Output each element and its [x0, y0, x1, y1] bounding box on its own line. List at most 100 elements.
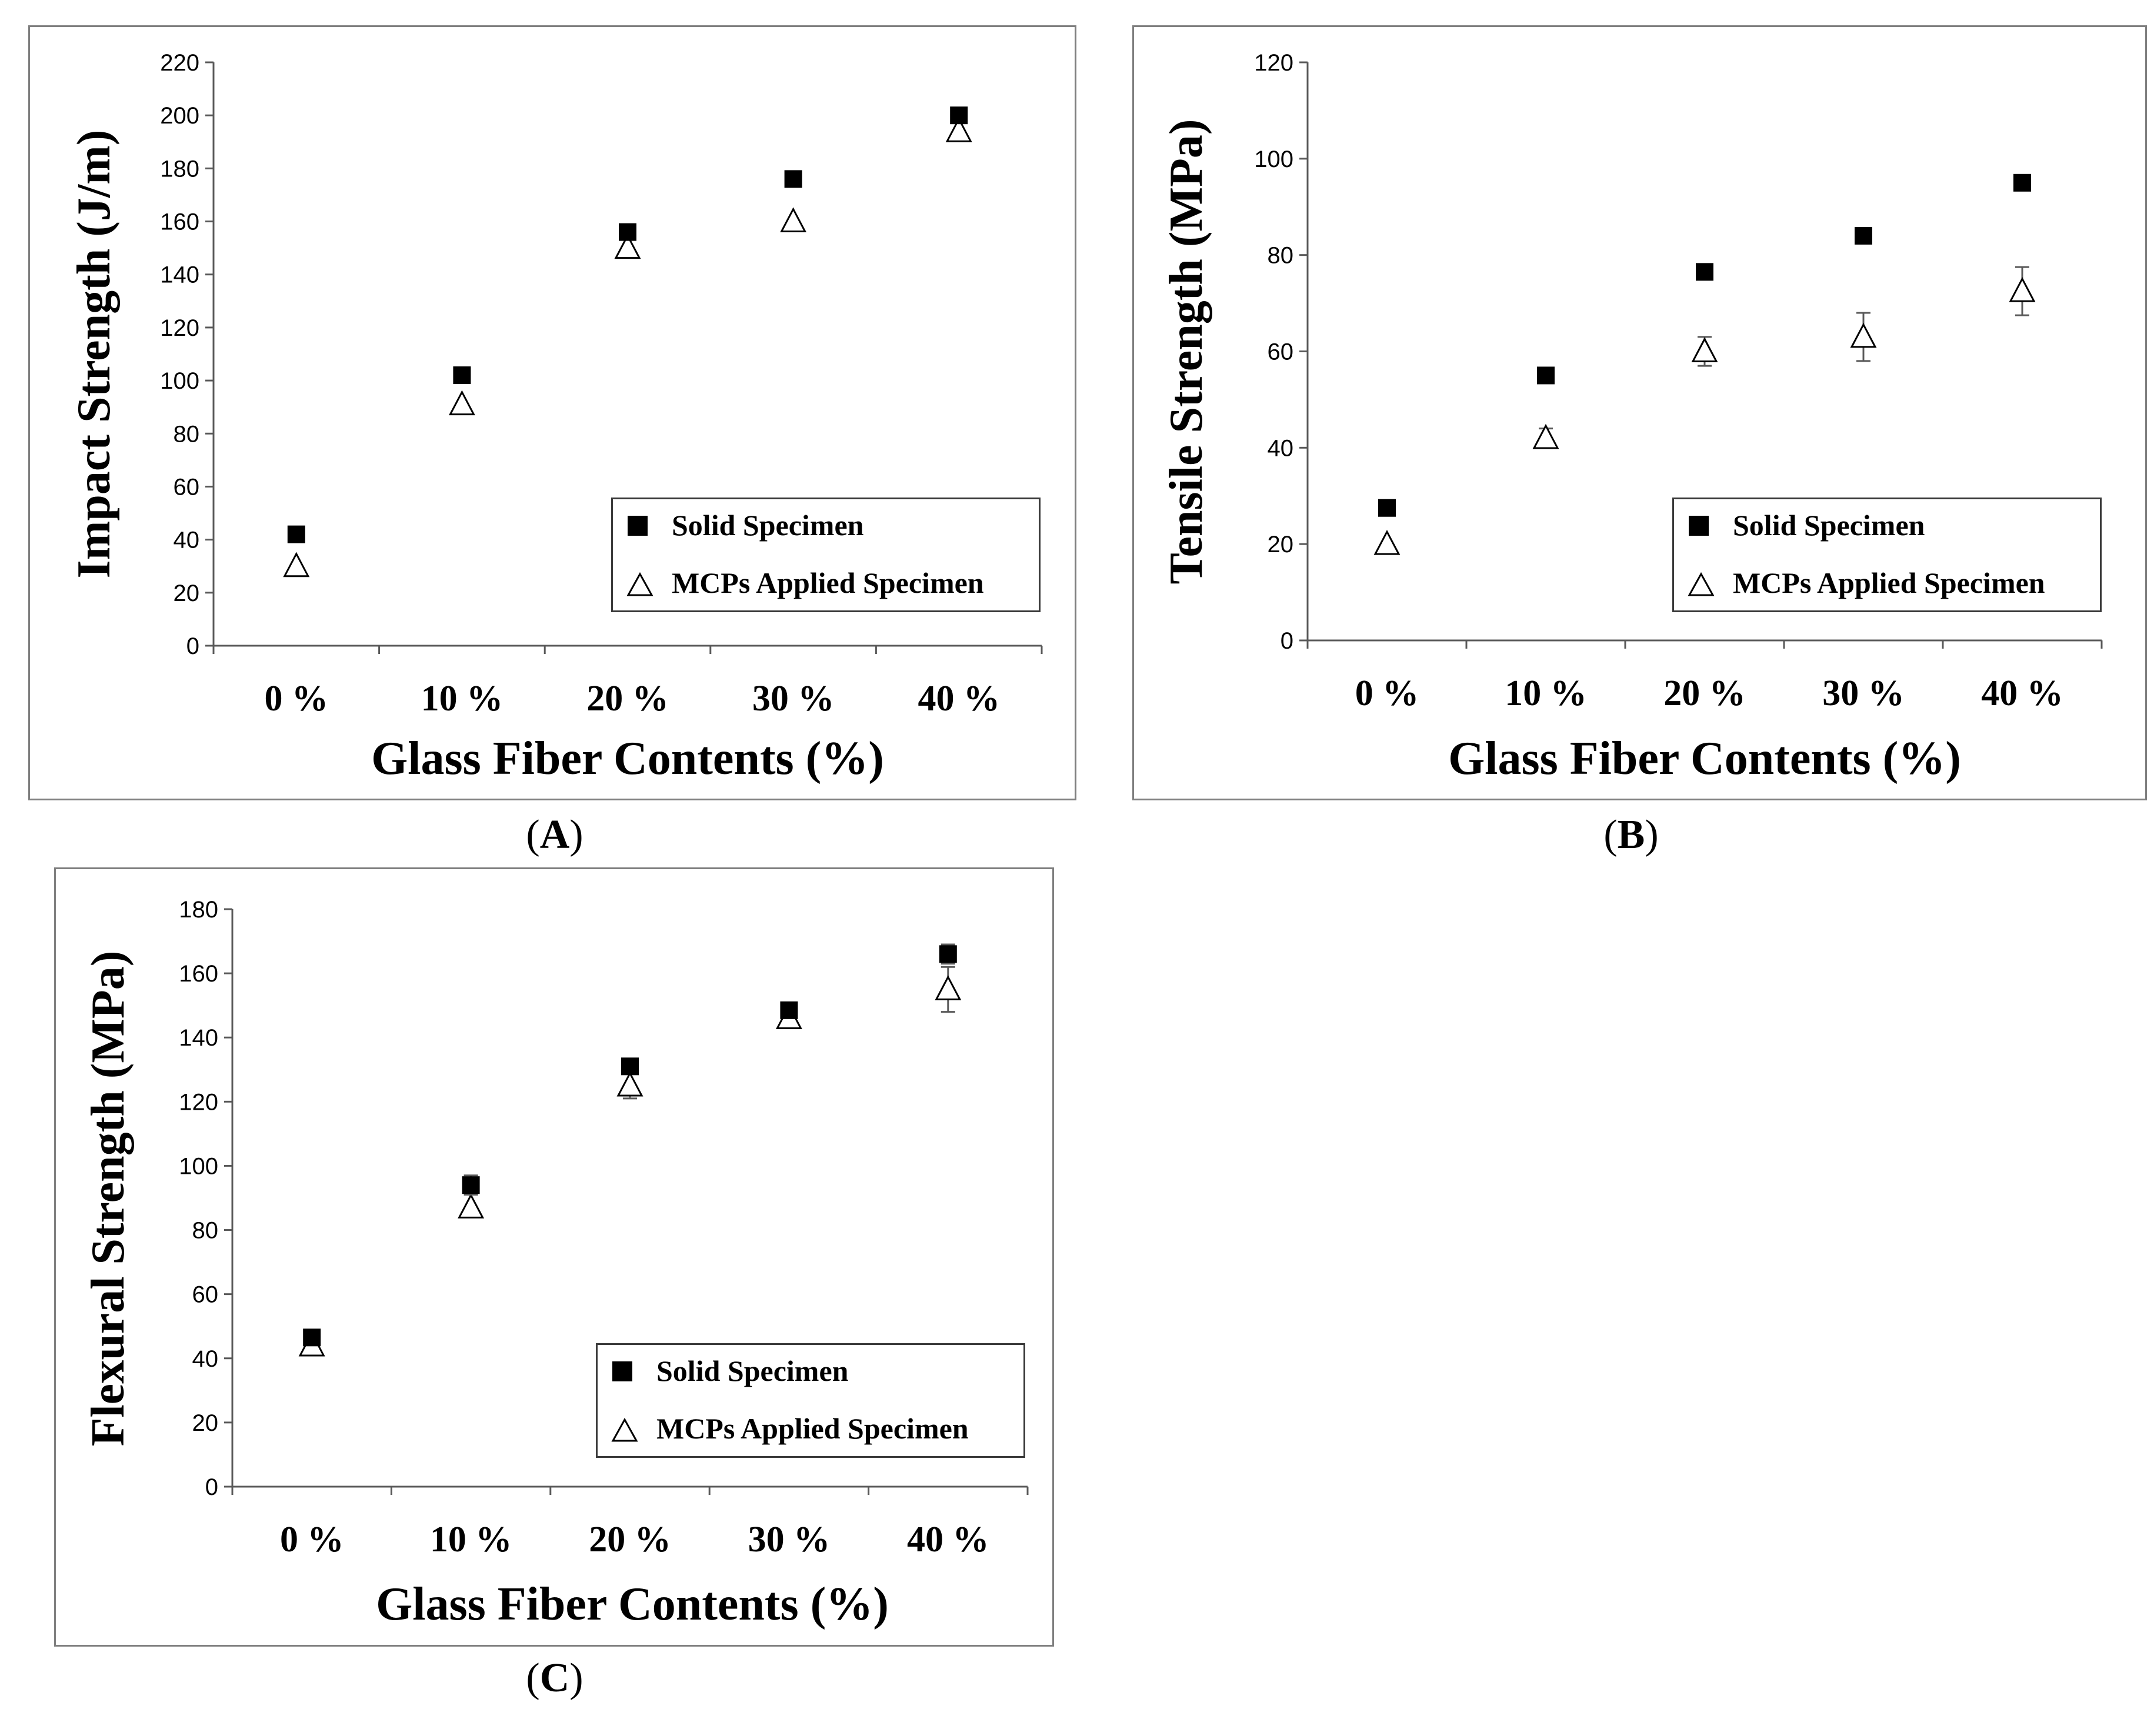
y-tick-label: 80	[1268, 243, 1294, 269]
data-point-mcp	[616, 1071, 643, 1097]
caption-c: (C)	[526, 1655, 583, 1701]
x-tick-label: 30 %	[752, 679, 835, 719]
chart-panel-a: Glass Fiber Contents (%) Impact Strength…	[28, 25, 1076, 800]
data-point-mcp	[1691, 337, 1718, 362]
caption-a: (A)	[526, 812, 583, 857]
y-tick-label: 120	[179, 1089, 218, 1115]
data-point-mcp	[283, 552, 310, 577]
x-tick-label: 40 %	[907, 1520, 989, 1560]
y-tick-label: 20	[192, 1410, 219, 1436]
legend-label-mcp: MCPs Applied Specimen	[1733, 566, 2045, 599]
open-triangle-icon	[626, 572, 653, 596]
data-point-solid	[453, 366, 471, 385]
data-point-solid	[462, 1176, 480, 1194]
open-triangle-icon	[1688, 572, 1715, 596]
chart-a-xlabel: Glass Fiber Contents (%)	[371, 733, 884, 784]
data-point-solid	[303, 1328, 321, 1347]
data-point-mcp	[2009, 276, 2036, 302]
y-tick-label: 220	[160, 50, 199, 76]
y-tick-label: 160	[179, 961, 218, 987]
data-point-mcp	[1532, 423, 1559, 449]
y-tick-label: 60	[174, 474, 200, 500]
data-point-mcp	[945, 117, 972, 142]
y-tick-label: 100	[160, 368, 199, 394]
y-tick-label: 0	[186, 633, 199, 659]
x-tick-label: 20 %	[589, 1520, 671, 1560]
chart-c-ylabel: Flexural Strength (MPa)	[82, 951, 134, 1447]
chart-c-legend: Solid Specimen MCPs Applied Specimen	[596, 1343, 1025, 1458]
data-point-mcp	[458, 1193, 485, 1218]
data-point-solid	[784, 170, 802, 188]
data-point-solid	[621, 1057, 639, 1076]
legend-label-solid: Solid Specimen	[1733, 509, 1925, 542]
legend-label-mcp: MCPs Applied Specimen	[672, 566, 984, 599]
y-tick-label: 20	[1268, 532, 1294, 557]
y-tick-label: 40	[1268, 435, 1294, 461]
chart-c-plot: Glass Fiber Contents (%) Flexural Streng…	[82, 897, 1029, 1630]
chart-b-plot: Glass Fiber Contents (%) Tensile Strengt…	[1161, 50, 2103, 784]
y-tick-label: 80	[174, 421, 200, 447]
legend-item-mcp: MCPs Applied Specimen	[613, 557, 1039, 616]
x-tick-label: 10 %	[430, 1520, 512, 1560]
data-point-mcp	[935, 975, 962, 1000]
data-point-mcp	[448, 390, 475, 416]
x-tick-label: 20 %	[1663, 673, 1746, 713]
data-point-mcp	[614, 233, 641, 259]
data-point-solid	[1378, 499, 1396, 517]
data-point-mcp	[1373, 529, 1401, 555]
data-point-solid	[1537, 366, 1555, 385]
data-point-solid	[287, 525, 305, 543]
legend-item-solid: Solid Specimen	[598, 1345, 1023, 1404]
y-tick-label: 40	[174, 528, 200, 553]
x-tick-label: 40 %	[1981, 673, 2063, 713]
y-tick-label: 100	[1254, 146, 1293, 172]
x-tick-label: 0 %	[280, 1520, 344, 1560]
chart-panel-b: Glass Fiber Contents (%) Tensile Strengt…	[1132, 25, 2147, 800]
chart-b-ylabel: Tensile Strength (MPa)	[1161, 119, 1212, 584]
x-tick-label: 20 %	[586, 679, 669, 719]
y-tick-label: 60	[192, 1282, 219, 1308]
x-tick-label: 10 %	[1505, 673, 1587, 713]
y-tick-label: 80	[192, 1218, 219, 1244]
chart-a-ylabel: Impact Strength (J/m)	[68, 130, 120, 579]
chart-c-xlabel: Glass Fiber Contents (%)	[376, 1578, 889, 1630]
y-tick-label: 180	[160, 156, 199, 182]
legend-item-solid: Solid Specimen	[613, 499, 1039, 558]
chart-a-legend: Solid Specimen MCPs Applied Specimen	[611, 498, 1041, 612]
x-tick-label: 30 %	[748, 1520, 831, 1560]
x-tick-label: 0 %	[1355, 673, 1419, 713]
y-tick-label: 100	[179, 1153, 218, 1179]
y-tick-label: 140	[179, 1025, 218, 1051]
x-tick-label: 40 %	[918, 679, 1000, 719]
legend-item-solid: Solid Specimen	[1674, 499, 2100, 558]
y-tick-label: 200	[160, 103, 199, 129]
chart-b-xlabel: Glass Fiber Contents (%)	[1448, 733, 1961, 784]
y-tick-label: 20	[174, 580, 200, 606]
filled-square-icon	[1689, 516, 1709, 536]
data-point-solid	[1696, 263, 1713, 281]
open-triangle-icon	[611, 1417, 638, 1442]
y-tick-label: 60	[1268, 339, 1294, 365]
y-tick-label: 180	[179, 897, 218, 923]
y-tick-label: 160	[160, 209, 199, 235]
data-point-solid	[780, 1001, 798, 1019]
data-point-solid	[2013, 173, 2031, 192]
y-tick-label: 0	[205, 1474, 218, 1500]
data-point-solid	[950, 106, 968, 125]
legend-label-mcp: MCPs Applied Specimen	[656, 1412, 969, 1445]
data-point-mcp	[780, 207, 807, 233]
x-tick-label: 0 %	[265, 679, 329, 719]
data-point-mcp	[1850, 322, 1877, 348]
caption-b: (B)	[1603, 812, 1659, 857]
chart-b-legend: Solid Specimen MCPs Applied Specimen	[1672, 498, 2102, 612]
y-tick-label: 120	[160, 315, 199, 341]
filled-square-icon	[628, 516, 648, 536]
legend-label-solid: Solid Specimen	[672, 509, 864, 542]
data-point-solid	[939, 945, 957, 963]
legend-item-mcp: MCPs Applied Specimen	[598, 1403, 1023, 1461]
y-tick-label: 0	[1281, 628, 1293, 654]
y-tick-label: 40	[192, 1346, 219, 1372]
x-tick-label: 10 %	[421, 679, 504, 719]
legend-item-mcp: MCPs Applied Specimen	[1674, 557, 2100, 616]
y-tick-label: 140	[160, 262, 199, 288]
